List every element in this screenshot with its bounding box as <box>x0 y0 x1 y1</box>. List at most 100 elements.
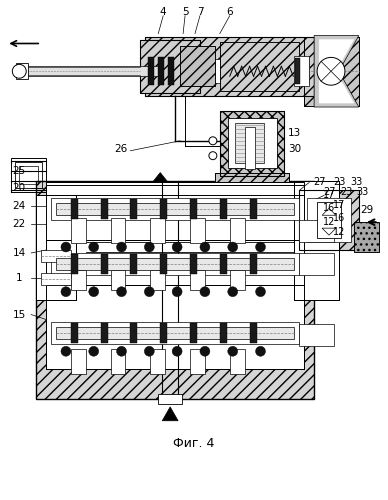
Bar <box>230 270 245 289</box>
Bar <box>160 254 167 274</box>
Polygon shape <box>319 40 354 103</box>
Circle shape <box>172 286 182 296</box>
Text: 14: 14 <box>13 248 26 258</box>
Bar <box>168 58 174 85</box>
Bar <box>36 180 314 399</box>
Bar <box>354 222 379 252</box>
Bar <box>46 182 304 240</box>
Bar <box>190 350 205 374</box>
Bar <box>56 328 294 340</box>
Bar <box>249 200 256 219</box>
Bar <box>111 270 125 289</box>
Circle shape <box>172 346 182 356</box>
Bar <box>158 58 164 85</box>
Bar <box>317 202 341 238</box>
Bar <box>220 111 284 176</box>
Polygon shape <box>162 407 178 421</box>
Text: 33: 33 <box>357 188 369 198</box>
Text: 12: 12 <box>323 217 335 227</box>
Bar <box>46 284 304 369</box>
Text: 27: 27 <box>313 178 326 188</box>
Bar <box>71 200 78 219</box>
Bar <box>249 254 256 274</box>
Bar <box>100 254 107 274</box>
Bar <box>294 56 309 86</box>
Bar <box>51 322 299 344</box>
Bar <box>56 204 294 216</box>
Circle shape <box>209 137 217 145</box>
Bar <box>220 254 227 274</box>
Circle shape <box>89 346 99 356</box>
Circle shape <box>200 242 210 252</box>
Bar <box>19 166 38 184</box>
Text: 4: 4 <box>160 6 166 16</box>
Circle shape <box>228 286 238 296</box>
Text: 24: 24 <box>13 202 26 211</box>
Bar <box>245 127 255 168</box>
Circle shape <box>200 346 210 356</box>
Circle shape <box>256 242 265 252</box>
Text: 5: 5 <box>182 6 189 16</box>
Bar <box>150 350 165 374</box>
Bar <box>160 200 167 219</box>
Bar <box>304 36 359 106</box>
Bar <box>294 180 339 300</box>
Bar <box>228 118 277 168</box>
Bar <box>15 162 42 188</box>
Bar <box>295 58 300 84</box>
Text: 17: 17 <box>333 200 345 210</box>
Bar <box>16 64 28 79</box>
Bar <box>111 350 125 374</box>
Bar <box>299 190 359 250</box>
Circle shape <box>89 242 99 252</box>
Bar <box>41 250 71 262</box>
Bar <box>299 324 334 346</box>
Bar <box>71 270 86 289</box>
Bar <box>36 196 76 300</box>
Text: 16: 16 <box>333 213 345 223</box>
Text: 27: 27 <box>323 188 335 198</box>
Bar <box>220 42 299 91</box>
Polygon shape <box>152 172 168 182</box>
Text: 16: 16 <box>323 204 335 214</box>
Text: 6: 6 <box>227 6 233 16</box>
Circle shape <box>89 286 99 296</box>
Bar <box>190 254 197 274</box>
Circle shape <box>144 242 154 252</box>
Bar <box>46 284 304 369</box>
Circle shape <box>200 286 210 296</box>
Bar <box>180 46 215 86</box>
Bar <box>158 394 182 404</box>
Bar <box>130 200 137 219</box>
Bar <box>100 200 107 219</box>
Bar <box>130 324 137 344</box>
Circle shape <box>228 346 238 356</box>
Bar <box>180 46 215 86</box>
Text: 20: 20 <box>13 184 26 194</box>
Bar <box>230 350 245 374</box>
Bar <box>299 220 334 242</box>
Circle shape <box>209 152 217 160</box>
Text: 15: 15 <box>13 310 26 320</box>
Bar <box>190 324 197 344</box>
Text: 29: 29 <box>360 206 373 216</box>
Bar <box>220 42 299 91</box>
Bar <box>190 218 205 243</box>
Bar <box>215 172 289 182</box>
Bar <box>111 218 125 243</box>
Bar <box>71 218 86 243</box>
Bar <box>148 58 154 85</box>
Bar <box>51 198 299 220</box>
Text: 25: 25 <box>13 166 26 175</box>
Text: Фиг. 4: Фиг. 4 <box>173 437 215 450</box>
Polygon shape <box>314 36 359 107</box>
Bar <box>160 324 167 344</box>
Circle shape <box>61 346 71 356</box>
Circle shape <box>256 346 265 356</box>
Bar <box>46 284 304 369</box>
Bar <box>150 218 165 243</box>
Text: 12: 12 <box>333 227 345 237</box>
Bar <box>41 273 71 284</box>
Bar <box>71 350 86 374</box>
Bar <box>249 324 256 344</box>
